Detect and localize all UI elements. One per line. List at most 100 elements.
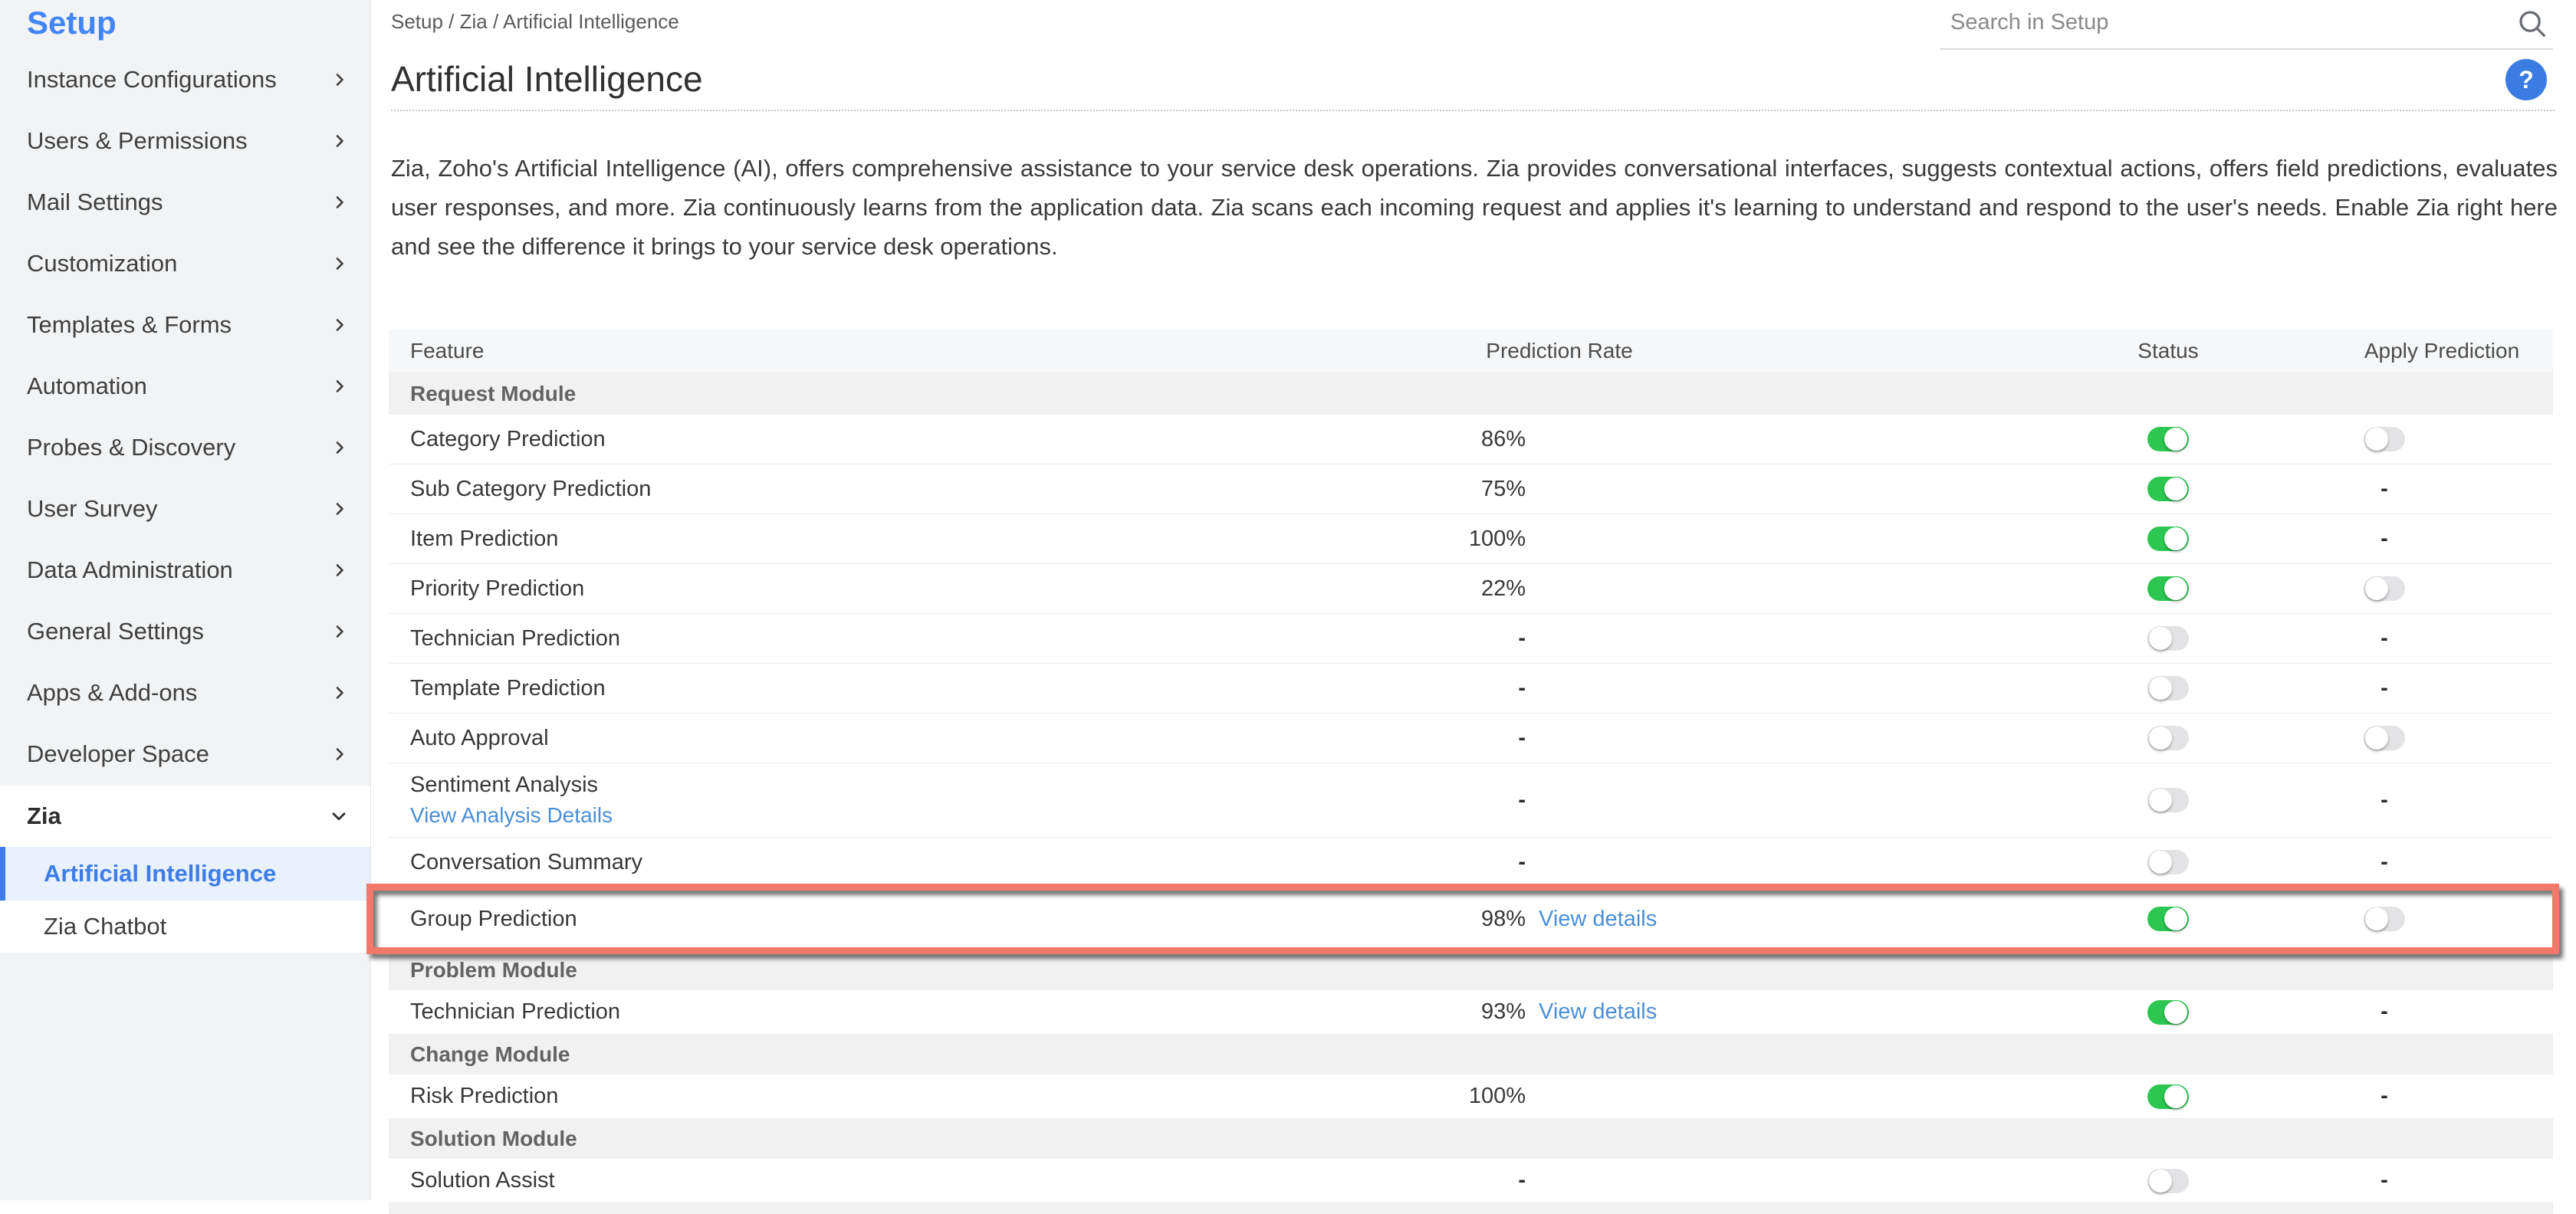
not-applicable-dash: - bbox=[2380, 999, 2388, 1024]
module-header-row: Problem Module bbox=[389, 950, 2553, 990]
prediction-rate-value: - bbox=[1518, 1168, 1526, 1193]
sidebar-item-label: Users & Permissions bbox=[27, 127, 248, 154]
status-toggle[interactable] bbox=[2147, 527, 2189, 551]
sidebar-item-mail-settings[interactable]: Mail Settings bbox=[0, 172, 370, 233]
status-toggle[interactable] bbox=[2147, 576, 2189, 601]
prediction-rate-value: - bbox=[1518, 675, 1526, 701]
sidebar-item-user-survey[interactable]: User Survey bbox=[0, 478, 370, 540]
search-icon[interactable] bbox=[2515, 6, 2550, 45]
apply-prediction-cell: - bbox=[2308, 1159, 2461, 1203]
feature-label: Solution Assist bbox=[410, 1168, 555, 1193]
clipped-next-module-row bbox=[389, 1203, 2553, 1214]
sidebar-item-customization[interactable]: Customization bbox=[0, 233, 370, 294]
apply-prediction-toggle[interactable] bbox=[2364, 907, 2405, 931]
chevron-right-icon bbox=[330, 745, 349, 763]
status-cell bbox=[2091, 838, 2245, 887]
status-toggle[interactable] bbox=[2147, 726, 2189, 750]
status-toggle[interactable] bbox=[2147, 676, 2189, 701]
sidebar-item-users-permissions[interactable]: Users & Permissions bbox=[0, 110, 370, 172]
status-toggle[interactable] bbox=[2147, 427, 2189, 451]
apply-prediction-cell bbox=[2308, 564, 2461, 613]
sidebar-item-templates-forms[interactable]: Templates & Forms bbox=[0, 294, 370, 356]
zia-children: Artificial Intelligence Zia Chatbot bbox=[0, 847, 370, 953]
table-row: Conversation Summary - - bbox=[389, 838, 2553, 888]
toggle-knob bbox=[2149, 677, 2172, 700]
sidebar-item-automation[interactable]: Automation bbox=[0, 356, 370, 417]
toggle-knob bbox=[2149, 1169, 2172, 1193]
sidebar-item-zia-chatbot[interactable]: Zia Chatbot bbox=[0, 901, 370, 953]
prediction-rate-cell: 93% bbox=[1219, 990, 1526, 1034]
apply-prediction-cell: - bbox=[2308, 990, 2461, 1034]
module-header-row: Request Module bbox=[389, 372, 2553, 415]
module-label: Change Module bbox=[410, 1042, 570, 1066]
view-analysis-details-link[interactable]: View Analysis Details bbox=[410, 803, 613, 827]
not-applicable-dash: - bbox=[2380, 1168, 2388, 1193]
apply-prediction-cell bbox=[2308, 714, 2461, 763]
section-rows: Category Prediction 86% Sub Category Pre… bbox=[366, 415, 2559, 954]
chevron-right-icon bbox=[330, 132, 349, 150]
sidebar-item-developer-space[interactable]: Developer Space bbox=[0, 723, 370, 785]
view-details-link[interactable]: View details bbox=[1539, 906, 1658, 931]
ai-feature-table: Feature Prediction Rate Status Apply Pre… bbox=[366, 330, 2559, 1214]
apply-prediction-cell: - bbox=[2308, 514, 2461, 563]
status-cell bbox=[2091, 714, 2245, 763]
table-row: Category Prediction 86% bbox=[389, 415, 2553, 464]
status-toggle[interactable] bbox=[2147, 850, 2189, 874]
apply-prediction-toggle[interactable] bbox=[2364, 726, 2405, 750]
column-header-feature: Feature bbox=[410, 339, 485, 363]
apply-prediction-toggle[interactable] bbox=[2364, 427, 2405, 451]
prediction-rate-cell: - bbox=[1219, 1159, 1526, 1203]
setup-search bbox=[1940, 0, 2553, 50]
status-toggle[interactable] bbox=[2147, 626, 2189, 651]
sidebar-item-probes-discovery[interactable]: Probes & Discovery bbox=[0, 417, 370, 478]
prediction-rate-value: 86% bbox=[1480, 426, 1526, 451]
prediction-rate-cell: 22% bbox=[1219, 564, 1526, 613]
view-details-link[interactable]: View details bbox=[1539, 999, 1658, 1024]
sidebar-item-zia[interactable]: Zia bbox=[0, 786, 370, 847]
table-section: Solution Module Solution Assist - - bbox=[389, 1119, 2553, 1203]
column-header-prediction-rate: Prediction Rate bbox=[1486, 339, 1633, 363]
status-cell bbox=[2091, 664, 2245, 713]
chevron-right-icon bbox=[330, 684, 349, 702]
table-row: Group Prediction 98% View details bbox=[366, 884, 2559, 954]
sidebar-item-artificial-intelligence[interactable]: Artificial Intelligence bbox=[0, 847, 370, 901]
feature-label: Group Prediction bbox=[410, 906, 577, 931]
feature-cell: Risk Prediction bbox=[410, 1075, 558, 1118]
status-toggle[interactable] bbox=[2147, 907, 2189, 931]
status-toggle[interactable] bbox=[2147, 788, 2189, 812]
sidebar-item-data-administration[interactable]: Data Administration bbox=[0, 540, 370, 601]
table-section: Request Module Category Prediction 86% S… bbox=[366, 372, 2559, 954]
sidebar-item-label: General Settings bbox=[27, 618, 204, 645]
sidebar-item-general-settings[interactable]: General Settings bbox=[0, 601, 370, 662]
section-rows: Solution Assist - - bbox=[389, 1159, 2553, 1203]
apply-prediction-cell bbox=[2308, 415, 2461, 464]
search-input[interactable] bbox=[1949, 9, 2481, 36]
chevron-right-icon bbox=[330, 377, 349, 395]
table-row: Solution Assist - - bbox=[389, 1159, 2553, 1203]
toggle-knob bbox=[2365, 428, 2388, 451]
sidebar-item-label: Data Administration bbox=[27, 556, 233, 583]
status-toggle[interactable] bbox=[2147, 1084, 2189, 1109]
status-toggle[interactable] bbox=[2147, 1168, 2189, 1193]
status-toggle[interactable] bbox=[2147, 477, 2189, 501]
prediction-rate-value: 22% bbox=[1480, 576, 1526, 601]
sidebar-item-instance-configurations[interactable]: Instance Configurations bbox=[0, 49, 370, 110]
sidebar-item-label: Automation bbox=[27, 372, 147, 399]
feature-label: Technician Prediction bbox=[410, 999, 621, 1024]
page-title: Artificial Intelligence bbox=[391, 59, 703, 99]
feature-cell: Auto Approval bbox=[410, 714, 549, 763]
sidebar-item-label: Mail Settings bbox=[27, 189, 163, 215]
chevron-right-icon bbox=[330, 500, 349, 518]
table-row: Risk Prediction 100% - bbox=[389, 1075, 2553, 1119]
sidebar-zia-section: Zia Artificial Intelligence Zia Chatbot bbox=[0, 786, 370, 953]
prediction-rate-cell: 100% bbox=[1219, 1075, 1526, 1118]
apply-prediction-toggle[interactable] bbox=[2364, 576, 2405, 601]
chevron-right-icon bbox=[330, 316, 349, 334]
sidebar-item-apps-add-ons[interactable]: Apps & Add-ons bbox=[0, 662, 370, 723]
help-button[interactable]: ? bbox=[2505, 59, 2547, 100]
status-toggle[interactable] bbox=[2147, 999, 2189, 1025]
sidebar-item-label: Templates & Forms bbox=[27, 311, 232, 338]
toggle-knob bbox=[2149, 789, 2172, 812]
table-row: Template Prediction - - bbox=[389, 664, 2553, 714]
feature-cell: Group Prediction bbox=[410, 888, 577, 950]
